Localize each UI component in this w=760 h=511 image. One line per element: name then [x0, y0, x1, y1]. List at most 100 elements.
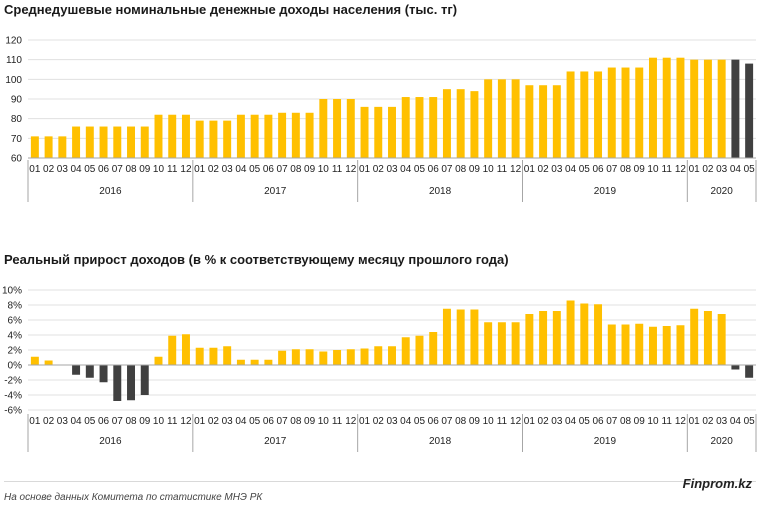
- x-tick-label: 07: [277, 164, 289, 175]
- year-label: 2019: [594, 436, 617, 447]
- x-tick-label: 02: [373, 164, 385, 175]
- bar: [607, 324, 616, 365]
- x-tick-label: 03: [551, 164, 563, 175]
- x-tick-label: 12: [675, 416, 687, 427]
- x-tick-label: 08: [620, 164, 632, 175]
- bar: [291, 112, 300, 158]
- x-tick-label: 04: [400, 416, 412, 427]
- bar: [250, 359, 259, 365]
- x-tick-label: 07: [441, 164, 453, 175]
- bar: [621, 324, 630, 365]
- x-tick-label: 06: [428, 164, 440, 175]
- x-tick-label: 12: [345, 164, 357, 175]
- x-tick-label: 01: [29, 416, 41, 427]
- x-tick-label: 05: [579, 164, 591, 175]
- bar: [250, 114, 259, 158]
- bar: [236, 359, 245, 365]
- bar: [745, 365, 754, 378]
- bar: [442, 308, 451, 365]
- x-tick-label: 02: [208, 164, 220, 175]
- y-tick-label: 110: [6, 55, 22, 66]
- x-tick-label: 04: [71, 416, 83, 427]
- x-tick-label: 09: [634, 164, 646, 175]
- bar: [594, 71, 603, 158]
- x-tick-label: 02: [702, 416, 714, 427]
- x-tick-label: 11: [167, 416, 178, 427]
- x-tick-label: 01: [29, 164, 41, 175]
- x-tick-label: 10: [483, 416, 495, 427]
- bar: [346, 349, 355, 365]
- year-label: 2020: [711, 186, 734, 197]
- bar: [127, 126, 136, 158]
- x-tick-label: 02: [373, 416, 385, 427]
- x-tick-label: 01: [524, 416, 536, 427]
- x-tick-label: 04: [71, 164, 83, 175]
- x-tick-label: 08: [455, 416, 467, 427]
- growth-chart: -6%-4%-2%0%2%4%6%8%10%01 02 03 04 05 06 07 08 09…: [2, 286, 757, 452]
- x-tick-label: 09: [469, 416, 481, 427]
- bar: [360, 348, 369, 365]
- bar: [690, 59, 699, 158]
- bar: [305, 112, 314, 158]
- x-tick-label: 12: [180, 164, 192, 175]
- bar: [127, 365, 136, 401]
- x-tick-label: 09: [304, 164, 316, 175]
- x-tick-label: 11: [167, 164, 178, 175]
- bar: [676, 325, 685, 365]
- bar: [745, 63, 754, 158]
- bar: [291, 349, 300, 365]
- x-tick-label: 01: [689, 416, 701, 427]
- bar: [525, 314, 534, 365]
- y-tick-label: 8%: [8, 301, 23, 312]
- x-tick-label: 01: [194, 416, 206, 427]
- bar: [456, 89, 465, 158]
- bar: [621, 67, 630, 158]
- bar: [72, 126, 81, 158]
- x-tick-label: 04: [730, 164, 742, 175]
- y-tick-label: -2%: [4, 376, 22, 387]
- x-tick-label: 09: [304, 416, 316, 427]
- bar: [401, 337, 410, 365]
- bar: [140, 365, 149, 395]
- bar: [429, 97, 438, 158]
- x-tick-label: 02: [538, 164, 550, 175]
- bar: [580, 303, 589, 365]
- x-tick-label: 07: [112, 416, 124, 427]
- x-tick-label: 05: [744, 164, 756, 175]
- x-tick-label: 02: [538, 416, 550, 427]
- bar: [360, 106, 369, 158]
- x-tick-label: 05: [414, 416, 426, 427]
- bar: [181, 114, 190, 158]
- bar: [635, 323, 644, 365]
- x-tick-label: 09: [139, 164, 151, 175]
- bar: [607, 67, 616, 158]
- bar: [648, 326, 657, 365]
- brand-logo[interactable]: Finprom.kz: [682, 476, 752, 491]
- y-tick-label: 70: [11, 134, 23, 145]
- x-tick-label: 04: [235, 416, 247, 427]
- x-tick-label: 07: [606, 164, 618, 175]
- x-tick-label: 04: [730, 416, 742, 427]
- bar: [209, 120, 218, 158]
- bar: [305, 349, 314, 365]
- x-tick-label: 01: [194, 164, 206, 175]
- bar: [168, 114, 177, 158]
- bar: [154, 356, 163, 365]
- x-tick-label: 11: [662, 164, 673, 175]
- x-tick-label: 06: [263, 164, 275, 175]
- x-tick-label: 01: [359, 164, 371, 175]
- x-tick-label: 10: [483, 164, 495, 175]
- bar: [85, 126, 94, 158]
- year-label: 2020: [711, 436, 734, 447]
- chart-title-income: Среднедушевые номинальные денежные доход…: [4, 2, 458, 17]
- x-tick-label: 09: [634, 416, 646, 427]
- bar: [442, 89, 451, 158]
- x-tick-label: 03: [551, 416, 563, 427]
- x-tick-label: 08: [290, 164, 302, 175]
- bar: [30, 356, 39, 365]
- bar: [195, 120, 204, 158]
- bar: [635, 67, 644, 158]
- x-tick-label: 04: [565, 416, 577, 427]
- year-label: 2019: [594, 186, 617, 197]
